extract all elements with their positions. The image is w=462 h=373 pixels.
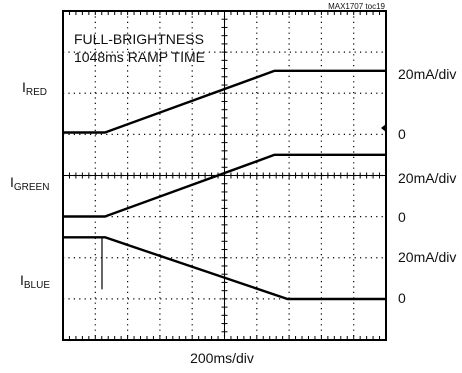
trace-igreen [63,153,386,218]
scope-frame [62,10,387,341]
channel-label-green: IGREEN [10,174,49,193]
channel-label-blue-main: I [20,272,24,288]
channel-label-red: IRED [22,79,47,98]
annotation-line-2: 1048ms RAMP TIME [74,49,205,65]
channel-label-red-main: I [22,79,26,95]
zero-label-green: 0 [398,209,406,225]
scale-label-red: 20mA/div [398,66,456,82]
channel-label-red-sub: RED [26,87,47,98]
scope-grid [62,10,387,341]
scale-label-blue: 20mA/div [398,249,456,265]
channel-label-green-main: I [10,174,14,190]
annotation-line-1: FULL-BRIGHTNESS [74,31,204,47]
channel-label-blue: IBLUE [20,272,50,291]
figure-id: MAX1707 toc19 [328,2,385,11]
trace-iblue [63,236,386,301]
channel-marker-icon [381,124,386,132]
x-scale-label: 200ms/div [190,350,254,366]
zero-label-red: 0 [398,126,406,142]
scale-label-green: 20mA/div [398,170,456,186]
zero-label-blue: 0 [398,290,406,306]
channel-label-blue-sub: BLUE [24,280,50,291]
trace-ired [63,69,386,134]
traces [63,69,386,301]
channel-label-green-sub: GREEN [14,182,50,193]
